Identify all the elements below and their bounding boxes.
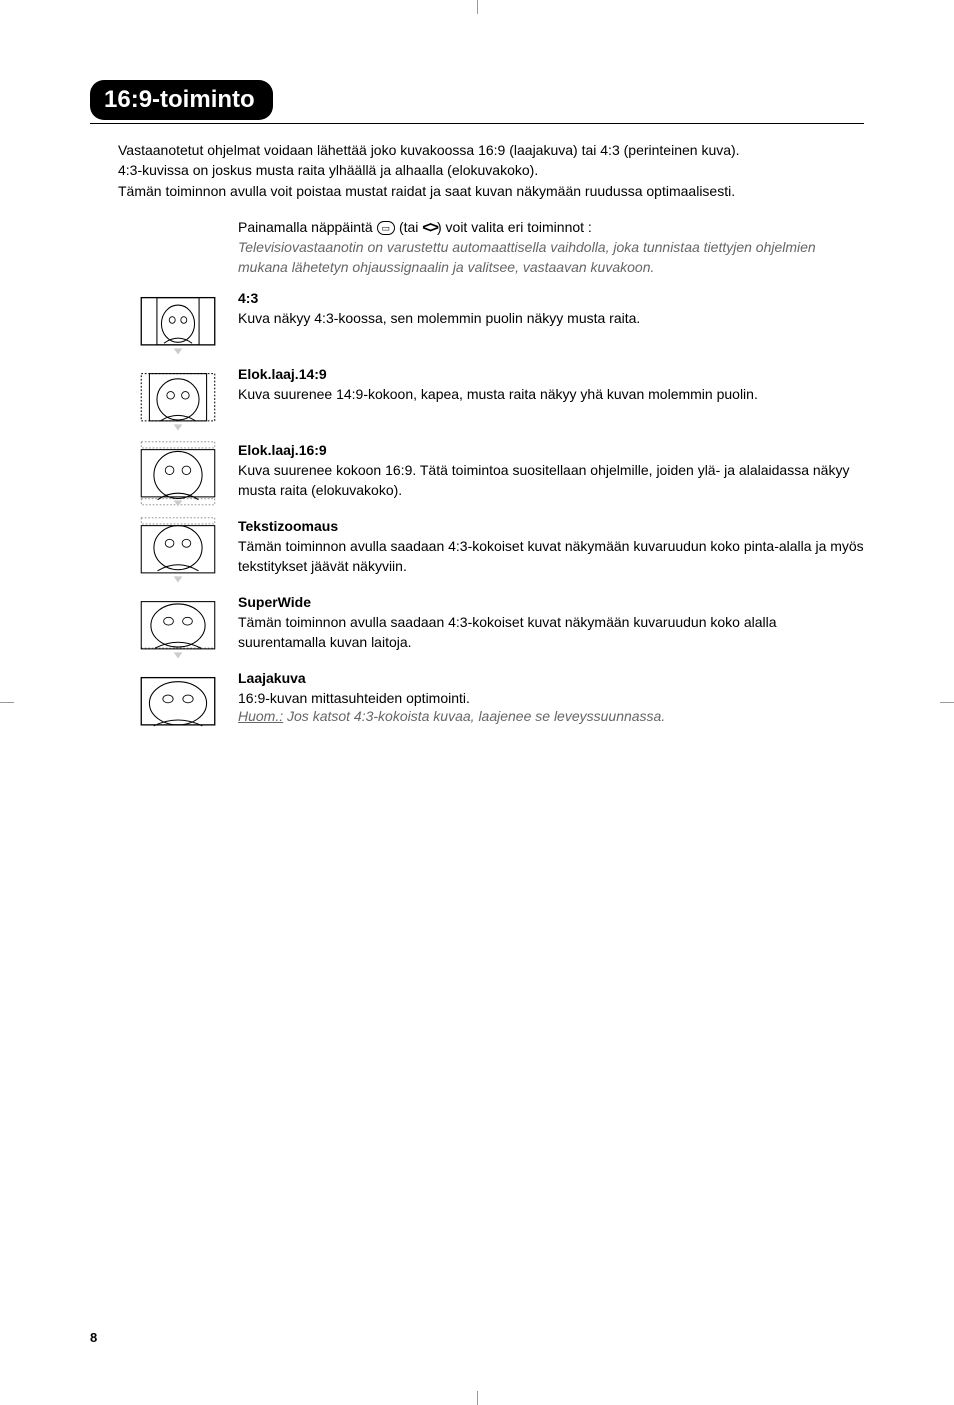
aspect-ratio-icon [118, 668, 238, 738]
format-text: Tekstizoomaus Tämän toiminnon avulla saad… [238, 516, 864, 577]
format-title: Tekstizoomaus [238, 518, 864, 534]
format-text: Laajakuva 16:9-kuvan mittasuhteiden optim… [238, 668, 864, 724]
instruction-italic: Televisiovastaanotin on varustettu autom… [238, 237, 864, 278]
format-button-icon: ▭ [377, 221, 396, 235]
aspect-ratio-icon [118, 440, 238, 510]
aspect-ratio-icon [118, 592, 238, 662]
format-row: SuperWide Tämän toiminnon avulla saadaan … [90, 592, 864, 662]
intro-line-2: Tämän toiminnon avulla voit poistaa must… [118, 183, 735, 199]
intro-line-1: 4:3-kuvissa on joskus musta raita ylhääl… [118, 162, 538, 178]
format-text: Elok.laaj.14:9 Kuva suurenee 14:9-kokoon,… [238, 364, 864, 404]
format-row: Tekstizoomaus Tämän toiminnon avulla saad… [90, 516, 864, 586]
instr-prefix: Painamalla näppäintä [238, 219, 377, 235]
instr-mid: (tai [395, 219, 422, 235]
format-title: 4:3 [238, 290, 864, 306]
format-title: SuperWide [238, 594, 864, 610]
intro-line-0: Vastaanotetut ohjelmat voidaan lähettää … [118, 142, 740, 158]
format-text: SuperWide Tämän toiminnon avulla saadaan … [238, 592, 864, 653]
format-description: Kuva näkyy 4:3-koossa, sen molemmin puol… [238, 308, 864, 328]
instr-suffix: ) voit valita eri toiminnot : [437, 219, 592, 235]
format-row: 4:3 Kuva näkyy 4:3-koossa, sen molemmin p… [90, 288, 864, 358]
format-description: Kuva suurenee kokoon 16:9. Tätä toiminto… [238, 460, 864, 501]
format-description: Kuva suurenee 14:9-kokoon, kapea, musta … [238, 384, 864, 404]
format-title: Elok.laaj.14:9 [238, 366, 864, 382]
format-row: Elok.laaj.14:9 Kuva suurenee 14:9-kokoon,… [90, 364, 864, 434]
format-text: Elok.laaj.16:9 Kuva suurenee kokoon 16:9.… [238, 440, 864, 501]
aspect-ratio-icon [118, 364, 238, 434]
format-text: 4:3 Kuva näkyy 4:3-koossa, sen molemmin p… [238, 288, 864, 328]
format-row: Elok.laaj.16:9 Kuva suurenee kokoon 16:9.… [90, 440, 864, 510]
format-note: Huom.: Jos katsot 4:3-kokoista kuvaa, la… [238, 708, 864, 724]
format-row: Laajakuva 16:9-kuvan mittasuhteiden optim… [90, 668, 864, 738]
page-number: 8 [90, 1330, 97, 1345]
format-title: Laajakuva [238, 670, 864, 686]
intro-paragraph: Vastaanotetut ohjelmat voidaan lähettää … [118, 140, 864, 201]
note-text: Jos katsot 4:3-kokoista kuvaa, laajenee … [283, 708, 665, 724]
format-description: 16:9-kuvan mittasuhteiden optimointi. [238, 688, 864, 708]
left-right-arrows-icon: <> [422, 219, 437, 236]
format-description: Tämän toiminnon avulla saadaan 4:3-kokoi… [238, 612, 864, 653]
aspect-ratio-icon [118, 516, 238, 586]
aspect-ratio-icon [118, 288, 238, 358]
format-description: Tämän toiminnon avulla saadaan 4:3-kokoi… [238, 536, 864, 577]
note-prefix: Huom.: [238, 708, 283, 724]
section-title: 16:9-toiminto [90, 80, 273, 120]
instruction-block: Painamalla näppäintä ▭ (tai <>) voit val… [238, 219, 864, 278]
format-title: Elok.laaj.16:9 [238, 442, 864, 458]
